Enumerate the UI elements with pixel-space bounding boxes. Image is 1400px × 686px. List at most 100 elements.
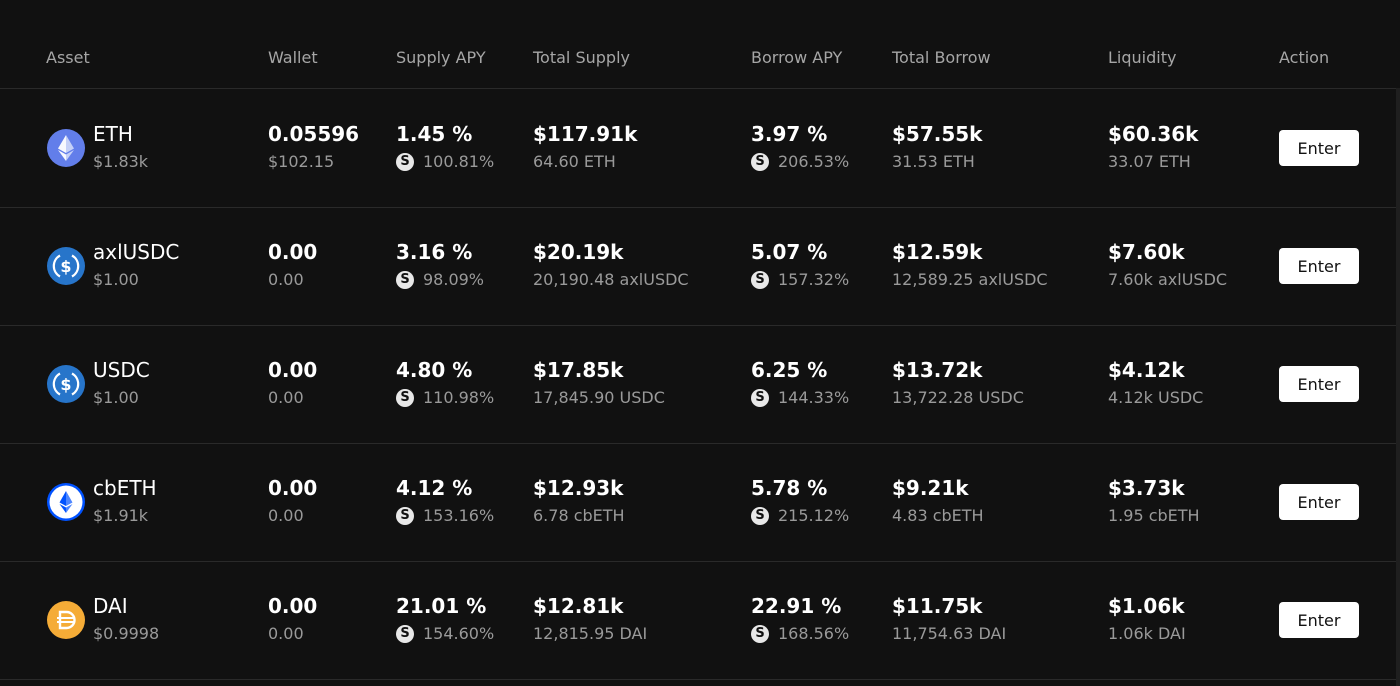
liquidity-cell: $1.06k 1.06k DAI	[1108, 594, 1186, 644]
total-supply-cell: $17.85k 17,845.90 USDC	[533, 358, 665, 408]
reward-token-icon: S	[396, 389, 414, 407]
column-header-total-supply[interactable]: Total Supply	[533, 48, 630, 67]
reward-token-icon: S	[396, 153, 414, 171]
table-row-eth[interactable]: ETH $1.83k 0.05596 $102.15 1.45 % S 100.…	[0, 89, 1400, 208]
total-borrow-cell: $13.72k 13,722.28 USDC	[892, 358, 1024, 408]
wallet-cell: 0.00 0.00	[268, 358, 317, 408]
reward-token-icon: S	[751, 271, 769, 289]
enter-button[interactable]: Enter	[1279, 248, 1359, 284]
supply-apy-cell: 1.45 % S 100.81%	[396, 122, 494, 172]
borrow-apy: 5.78 %	[751, 476, 828, 500]
reward-token-icon: S	[396, 507, 414, 525]
column-header-asset[interactable]: Asset	[46, 48, 90, 67]
supply-apy: 4.12 %	[396, 476, 473, 500]
svg-text:$: $	[60, 257, 71, 276]
table-row-dai[interactable]: DAI $0.9998 0.00 0.00 21.01 % S 154.60% …	[0, 561, 1400, 680]
liquidity-cell: $4.12k 4.12k USDC	[1108, 358, 1203, 408]
supply-reward-value: 154.60%	[423, 624, 495, 643]
total-supply: $17.85k	[533, 358, 624, 382]
borrow-reward-value: 215.12%	[778, 506, 850, 525]
borrow-reward-value: 157.32%	[778, 270, 850, 289]
total-supply-cell: $12.93k 6.78 cbETH	[533, 476, 625, 526]
asset-cell: DAI $0.9998	[93, 594, 159, 644]
cbeth-icon	[47, 483, 85, 521]
total-borrow-native: 11,754.63 DAI	[892, 624, 1007, 643]
total-borrow-native: 4.83 cbETH	[892, 506, 984, 525]
enter-button[interactable]: Enter	[1279, 602, 1359, 638]
total-supply: $20.19k	[533, 240, 624, 264]
liquidity-native: 7.60k axlUSDC	[1108, 270, 1228, 289]
column-header-total-borrow[interactable]: Total Borrow	[892, 48, 991, 67]
dai-icon	[47, 601, 85, 639]
table-row-axlusdc[interactable]: $ axlUSDC $1.00 0.00 0.00 3.16 % S 98.09…	[0, 207, 1400, 326]
liquidity-native: 4.12k USDC	[1108, 388, 1204, 407]
asset-price: $0.9998	[93, 624, 160, 643]
supply-reward-value: 98.09%	[423, 270, 485, 289]
column-header-liquidity[interactable]: Liquidity	[1108, 48, 1177, 67]
total-supply-cell: $20.19k 20,190.48 axlUSDC	[533, 240, 689, 290]
enter-button[interactable]: Enter	[1279, 484, 1359, 520]
usdc-icon: $	[47, 247, 85, 285]
column-header-supply-apy[interactable]: Supply APY	[396, 48, 486, 67]
liquidity-native: 33.07 ETH	[1108, 152, 1191, 171]
scrollbar-track[interactable]	[1396, 88, 1400, 686]
wallet-balance: 0.05596	[268, 122, 360, 146]
borrow-reward-apy: S 215.12%	[751, 506, 849, 526]
total-borrow: $12.59k	[892, 240, 983, 264]
reward-token-icon: S	[751, 153, 769, 171]
enter-button[interactable]: Enter	[1279, 130, 1359, 166]
asset-cell: ETH $1.83k	[93, 122, 148, 172]
supply-apy-cell: 4.80 % S 110.98%	[396, 358, 494, 408]
supply-reward-value: 110.98%	[423, 388, 495, 407]
borrow-apy: 3.97 %	[751, 122, 828, 146]
supply-apy: 1.45 %	[396, 122, 473, 146]
liquidity-cell: $7.60k 7.60k axlUSDC	[1108, 240, 1227, 290]
supply-apy-cell: 3.16 % S 98.09%	[396, 240, 484, 290]
column-header-borrow-apy[interactable]: Borrow APY	[751, 48, 843, 67]
supply-reward-apy: S 153.16%	[396, 506, 494, 526]
wallet-balance-usd: 0.00	[268, 270, 304, 289]
column-header-action: Action	[1279, 48, 1330, 67]
wallet-balance-usd: 0.00	[268, 506, 304, 525]
borrow-reward-apy: S 157.32%	[751, 270, 849, 290]
liquidity-native: 1.06k DAI	[1108, 624, 1186, 643]
wallet-balance-usd: $102.15	[268, 152, 335, 171]
supply-apy: 3.16 %	[396, 240, 473, 264]
liquidity: $60.36k	[1108, 122, 1199, 146]
enter-button[interactable]: Enter	[1279, 366, 1359, 402]
asset-price: $1.00	[93, 388, 139, 407]
total-borrow: $9.21k	[892, 476, 969, 500]
liquidity: $4.12k	[1108, 358, 1185, 382]
total-borrow-native: 13,722.28 USDC	[892, 388, 1024, 407]
borrow-reward-value: 144.33%	[778, 388, 850, 407]
table-header: Asset Wallet Supply APY Total Supply Bor…	[0, 0, 1400, 89]
borrow-reward-value: 168.56%	[778, 624, 850, 643]
total-supply-cell: $12.81k 12,815.95 DAI	[533, 594, 647, 644]
table-row-usdc[interactable]: $ USDC $1.00 0.00 0.00 4.80 % S 110.98% …	[0, 325, 1400, 444]
borrow-apy-cell: 6.25 % S 144.33%	[751, 358, 849, 408]
wallet-balance-usd: 0.00	[268, 624, 304, 643]
supply-reward-apy: S 110.98%	[396, 388, 494, 408]
wallet-balance: 0.00	[268, 240, 318, 264]
liquidity: $1.06k	[1108, 594, 1185, 618]
total-borrow-cell: $57.55k 31.53 ETH	[892, 122, 982, 172]
total-borrow-cell: $9.21k 4.83 cbETH	[892, 476, 984, 526]
borrow-apy-cell: 5.78 % S 215.12%	[751, 476, 849, 526]
liquidity-cell: $60.36k 33.07 ETH	[1108, 122, 1198, 172]
table-row-cbeth[interactable]: cbETH $1.91k 0.00 0.00 4.12 % S 153.16% …	[0, 443, 1400, 562]
column-header-wallet[interactable]: Wallet	[268, 48, 318, 67]
asset-price: $1.83k	[93, 152, 149, 171]
borrow-apy: 22.91 %	[751, 594, 842, 618]
total-supply: $117.91k	[533, 122, 638, 146]
borrow-apy: 6.25 %	[751, 358, 828, 382]
wallet-cell: 0.05596 $102.15	[268, 122, 359, 172]
borrow-reward-apy: S 206.53%	[751, 152, 849, 172]
wallet-balance: 0.00	[268, 594, 318, 618]
reward-token-icon: S	[751, 625, 769, 643]
asset-symbol: ETH	[93, 122, 133, 146]
liquidity: $3.73k	[1108, 476, 1185, 500]
total-supply-native: 6.78 cbETH	[533, 506, 625, 525]
total-borrow: $57.55k	[892, 122, 983, 146]
asset-symbol: DAI	[93, 594, 128, 618]
svg-text:$: $	[60, 375, 71, 394]
